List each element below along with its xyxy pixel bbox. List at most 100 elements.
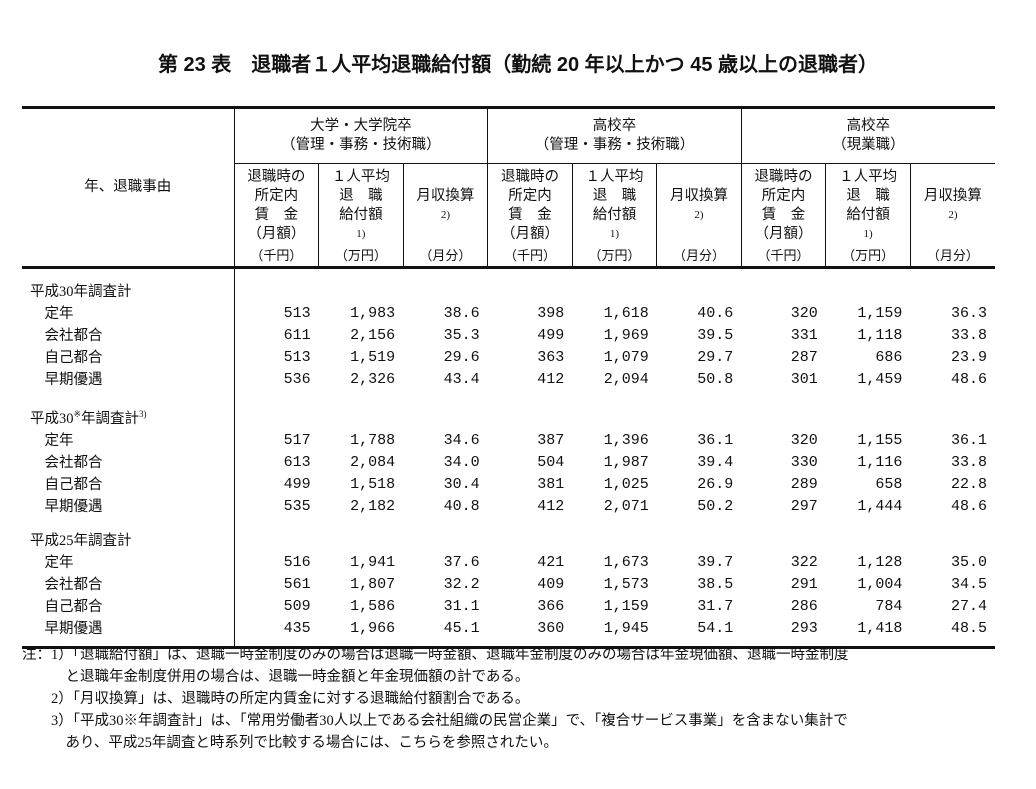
- table-row: 早期優遇 435 1,966 45.1 360 1,945 54.1 293 1,418 48.5: [22, 617, 995, 649]
- table-cell: 1,418: [825, 617, 911, 649]
- group-header: 高校卒 （管理・事務・技術職）: [487, 106, 742, 164]
- table-cell: 48.6: [950, 371, 987, 388]
- table-cell: 1,118: [857, 327, 903, 344]
- table-cell: 286: [790, 597, 818, 615]
- table-cell: 301: [790, 371, 818, 388]
- column-header-line: （月額）: [500, 225, 559, 242]
- table-cell: 34.6: [443, 431, 480, 449]
- table-cell: 33.8: [950, 453, 987, 471]
- table-cell: 40.6: [697, 305, 734, 322]
- table-cell: 1,396: [603, 431, 649, 449]
- table-row: 会社都合 561 1,807 32.2 409 1,573 38.5 291 1,004 34.5: [22, 573, 995, 596]
- table-row: 定年 517 1,788 34.6 387 1,396 36.1 320 1,155 36.1: [22, 429, 995, 452]
- table-cell: 331: [790, 327, 818, 344]
- table-row: 会社都合 613 2,084 34.0 504 1,987 39.4 330 1,116 33.8: [22, 451, 995, 474]
- column-header-line: 月収換算: [923, 187, 982, 204]
- column-header: 月収換算 2) （月分）: [656, 163, 742, 269]
- column-header: 月収換算 2) （月分）: [402, 163, 488, 269]
- table-cell: 31.7: [697, 597, 734, 615]
- table-cell: 1,788: [350, 431, 396, 449]
- column-header: 退職時の 所定内賃 金 （月額） （千円）: [233, 163, 319, 269]
- column-header: １人平均退 職給付額 1) （万円）: [318, 163, 404, 269]
- column-header-line: 月収換算: [670, 187, 729, 204]
- group-header: 高校卒 （現業職）: [740, 106, 995, 164]
- table-cell: 50.8: [697, 371, 734, 388]
- table-cell: 412: [537, 497, 565, 515]
- table-cell: 1,518: [350, 475, 396, 493]
- table-cell: 409: [537, 575, 565, 593]
- section-label: 平成30※年調査計3): [22, 403, 235, 430]
- column-unit: （月分）: [673, 247, 726, 263]
- group-header: 大学・大学院卒 （管理・事務・技術職）: [233, 106, 488, 164]
- table-cell: 504: [537, 453, 565, 471]
- table-cell: 513: [283, 305, 311, 322]
- table-cell: 1,618: [603, 305, 649, 322]
- table-cell: 1,159: [603, 597, 649, 615]
- column-note: 1): [356, 227, 366, 240]
- table-cell: 36.1: [697, 431, 734, 449]
- table-cell: 27.4: [950, 597, 987, 615]
- row-label: 自己都合: [22, 347, 235, 369]
- table-cell: 48.5: [910, 617, 995, 649]
- column-header-line: 退職時の: [754, 168, 813, 185]
- table-cell: 1,969: [603, 327, 649, 344]
- table-cell: 1,941: [350, 553, 396, 571]
- table-cell: 1,586: [350, 597, 396, 615]
- table-cell: 291: [790, 575, 818, 593]
- table-cell: 381: [537, 475, 565, 493]
- table-cell: 29.6: [443, 349, 480, 366]
- column-unit: （万円）: [588, 247, 641, 263]
- column-unit: （万円）: [334, 247, 387, 263]
- table-cell: 54.1: [656, 617, 742, 649]
- table-cell: 1,155: [857, 431, 903, 449]
- table-cell: 366: [537, 597, 565, 615]
- table-cell: 1,079: [603, 349, 649, 366]
- table-cell: 38.5: [697, 575, 734, 593]
- group-header-line: 高校卒: [592, 118, 637, 134]
- note-line: あり、平成25年調査と時系列で比較する場合には、こちらを参照されたい。: [22, 735, 558, 751]
- table-cell: 499: [283, 475, 311, 493]
- table-cell: 322: [790, 553, 818, 571]
- column-header: 退職時の 所定内賃 金 （月額） （千円）: [487, 163, 573, 269]
- table-cell: 1,459: [857, 371, 903, 388]
- table-cell: 1,444: [857, 497, 903, 515]
- table-title: 第 23 表 退職者１人平均退職給付額（勤続 20 年以上かつ 45 歳以上の退…: [157, 54, 879, 76]
- table-row: 定年 516 1,941 37.6 421 1,673 39.7 322 1,128 35.0: [22, 551, 995, 574]
- column-header: 退職時の 所定内賃 金 （月額） （千円）: [740, 163, 826, 269]
- retirement-benefit-table: 年、退職事由 大学・大学院卒 （管理・事務・技術職） 高校卒 （管理・事務・技術職） 高校…: [22, 106, 995, 649]
- table-cell: 360: [487, 617, 573, 649]
- table-cell: 287: [790, 349, 818, 366]
- row-label: 会社都合: [22, 573, 235, 596]
- table-cell: 2,084: [350, 453, 396, 471]
- table-cell: 1,987: [603, 453, 649, 471]
- column-header-line: 給付額: [846, 206, 890, 223]
- table-cell: 2,182: [350, 497, 396, 515]
- table-cell: 320: [790, 431, 818, 449]
- table-cell: 2,156: [350, 327, 396, 344]
- column-header-line: 退職時の: [247, 168, 306, 185]
- column-header-line: 給付額: [592, 206, 637, 223]
- table-cell: 1,128: [857, 553, 903, 571]
- table-cell: 320: [790, 305, 818, 322]
- row-label: 定年: [22, 551, 235, 574]
- table-cell: 1,159: [857, 305, 903, 322]
- table-cell: 29.7: [697, 349, 734, 366]
- table-cell: 39.5: [697, 327, 734, 344]
- table-cell: 517: [283, 431, 311, 449]
- column-note: 2): [440, 208, 450, 221]
- table-cell: 50.2: [697, 497, 734, 515]
- column-header-line: （月額）: [247, 225, 306, 242]
- table-cell: 686: [875, 349, 903, 366]
- column-header-line: 所定内: [508, 187, 552, 204]
- column-unit: （千円）: [250, 247, 303, 263]
- table-row: 定年 513 1,983 38.6 398 1,618 40.6 320 1,159 36.3: [22, 303, 995, 325]
- table-cell: 1,573: [603, 575, 649, 593]
- table-cell: 1,004: [857, 575, 903, 593]
- table-row: 会社都合 611 2,156 35.3 499 1,969 39.5 331 1,118 33.8: [22, 325, 995, 347]
- column-header-line: １人平均: [331, 168, 390, 185]
- table-cell: 30.4: [443, 475, 480, 493]
- note-line: と退職年金制度併用の場合は、退職一時金額と年金現価額の計である。: [22, 669, 530, 685]
- row-label: 定年: [22, 303, 235, 325]
- column-header-line: １人平均: [585, 168, 644, 185]
- table-cell: 37.6: [443, 553, 480, 571]
